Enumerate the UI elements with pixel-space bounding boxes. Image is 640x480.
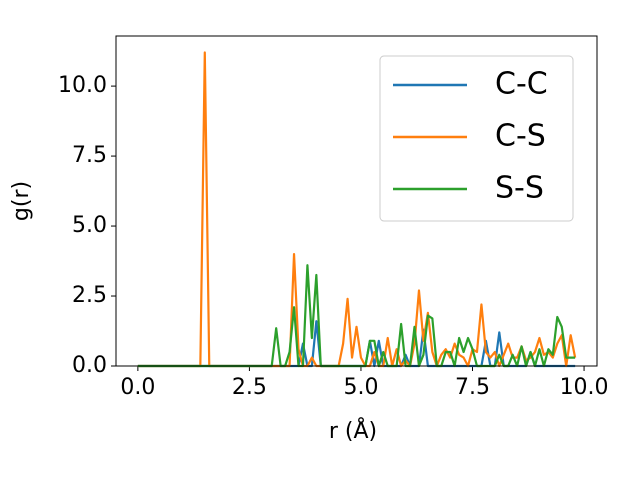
- legend-label: C-C: [495, 67, 548, 102]
- y-axis-label: g(r): [9, 181, 34, 221]
- x-axis-label: r (Å): [329, 417, 377, 444]
- legend-label: S-S: [495, 171, 544, 206]
- x-tick-label: 5.0: [343, 375, 378, 400]
- x-tick-label: 2.5: [232, 375, 267, 400]
- legend-box: [379, 55, 574, 222]
- x-tick-label: 7.5: [455, 375, 490, 400]
- y-tick-label: 5.0: [72, 213, 107, 238]
- y-tick-label: 0.0: [72, 353, 107, 378]
- legend-label: C-S: [495, 119, 546, 154]
- y-tick-label: 7.5: [72, 143, 107, 168]
- x-tick-label: 10.0: [560, 375, 609, 400]
- y-tick-label: 2.5: [72, 283, 107, 308]
- x-tick-label: 0.0: [120, 375, 155, 400]
- plot-frame: [115, 35, 598, 367]
- y-tick-label: 10.0: [58, 73, 107, 98]
